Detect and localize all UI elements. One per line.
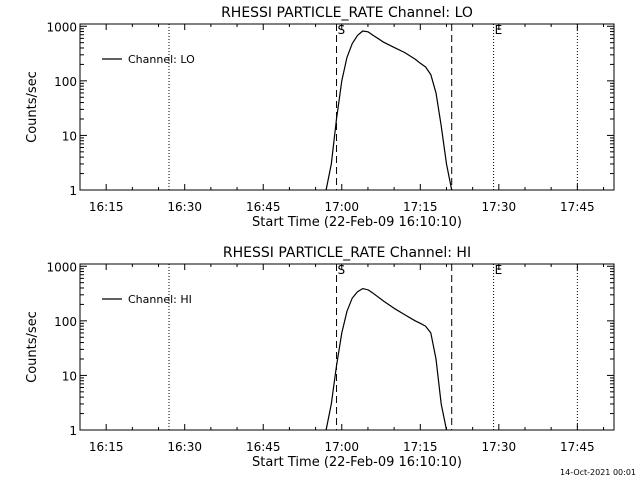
series-line: [325, 288, 448, 431]
y-tick-label: 1000: [46, 20, 77, 34]
x-tick-label: 16:30: [167, 200, 202, 214]
x-tick-label: 17:15: [403, 200, 438, 214]
chart-panel-1: RHESSI PARTICLE_RATE Channel: LO 16:15 16:…: [25, 5, 615, 230]
chart-title: RHESSI PARTICLE_RATE Channel: HI: [223, 245, 471, 261]
y-tick-label: 1: [69, 424, 77, 438]
y-axis-title: Counts/sec: [25, 311, 40, 383]
x-axis-title: Start Time (22-Feb-09 16:10:10): [252, 215, 462, 230]
y-tick-label: 100: [54, 75, 77, 89]
marker-label: S: [338, 263, 346, 277]
x-axis-title: Start Time (22-Feb-09 16:10:10): [252, 455, 462, 470]
y-tick-label: 1000: [46, 260, 77, 274]
marker-label: S: [338, 23, 346, 37]
x-tick-label: 16:30: [167, 440, 202, 454]
plot-frame: [79, 23, 615, 191]
y-tick-label: 10: [62, 129, 77, 143]
x-tick-label: 16:15: [89, 440, 124, 454]
x-tick-label: 17:00: [324, 200, 359, 214]
x-tick-label: 17:30: [482, 440, 517, 454]
legend-label: Channel: LO: [128, 53, 195, 66]
y-tick-label: 100: [54, 315, 77, 329]
x-tick-label: 17:00: [324, 440, 359, 454]
x-tick-label: 17:45: [560, 440, 595, 454]
x-tick-label: 17:45: [560, 200, 595, 214]
y-axis-title: Counts/sec: [25, 71, 40, 143]
x-tick-label: 16:45: [246, 440, 281, 454]
marker-label: E: [495, 263, 503, 277]
x-tick-label: 17:30: [482, 200, 517, 214]
y-tick-label: 1: [69, 184, 77, 198]
x-tick-label: 16:45: [246, 200, 281, 214]
plot-frame: [79, 263, 615, 431]
chart-panel-2: RHESSI PARTICLE_RATE Channel: HI 16:15 16:…: [25, 245, 615, 470]
y-tick-label: 10: [62, 369, 77, 383]
footer-timestamp: 14-Oct-2021 00:01: [560, 468, 636, 477]
marker-label: E: [495, 23, 503, 37]
x-tick-label: 16:15: [89, 200, 124, 214]
series-line: [325, 30, 453, 191]
legend-label: Channel: HI: [128, 293, 192, 306]
chart-panels: RHESSI PARTICLE_RATE Channel: LO 16:15 16:…: [25, 5, 615, 470]
chart-title: RHESSI PARTICLE_RATE Channel: LO: [221, 5, 473, 21]
x-tick-label: 17:15: [403, 440, 438, 454]
